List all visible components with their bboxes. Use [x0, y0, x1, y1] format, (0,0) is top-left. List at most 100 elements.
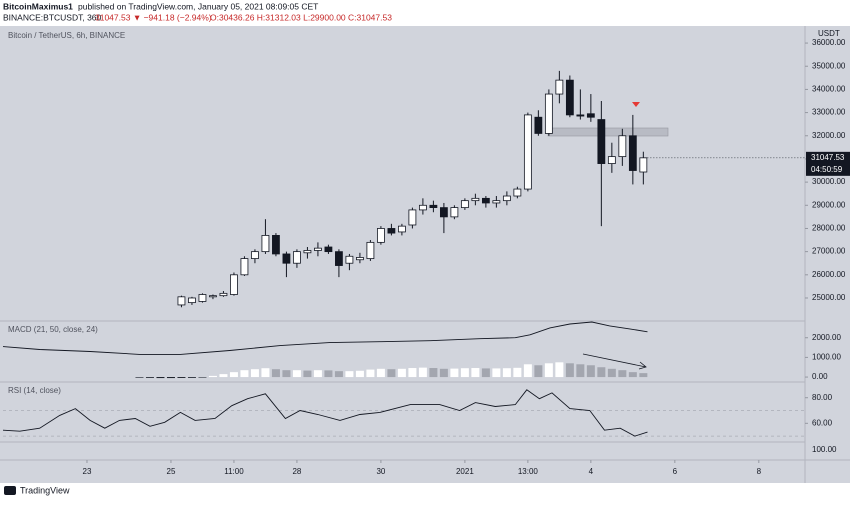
candle-body — [324, 246, 333, 253]
histogram-bar — [135, 377, 144, 378]
symbol: BINANCE:BTCUSDT, 360 — [3, 12, 102, 22]
ohlc: O:30436.26 H:31312.03 L:29900.00 C:31047… — [210, 12, 392, 22]
y-tick-label: 1000.00 — [812, 353, 841, 362]
candle-body — [450, 207, 459, 218]
pane-title: RSI (14, close) — [8, 386, 61, 395]
price-change: 31047.53 ▼ −941.18 (−2.94%) — [95, 12, 212, 22]
histogram-bar — [586, 365, 595, 378]
candle-body — [523, 114, 532, 190]
last-price: 31047.53 — [811, 153, 845, 162]
candle-body — [230, 274, 238, 295]
candle-body — [544, 93, 553, 134]
histogram-bar — [219, 374, 228, 378]
candle-body — [555, 79, 564, 95]
candle-body — [345, 255, 354, 264]
histogram-bar — [166, 377, 175, 379]
candle-body — [597, 119, 606, 164]
histogram-bar — [597, 367, 606, 378]
x-tick-label: 4 — [589, 467, 594, 476]
histogram-bar — [408, 368, 417, 378]
y-tick-label: 80.00 — [812, 393, 833, 402]
y-tick-label: 30000.00 — [812, 177, 846, 186]
y-tick-label: 34000.00 — [812, 85, 846, 94]
histogram-bar — [240, 370, 249, 378]
rsi-line — [2, 389, 648, 437]
histogram-bar — [271, 369, 280, 378]
candle-body — [272, 235, 280, 255]
histogram-bar — [513, 367, 522, 378]
last-price-box — [806, 151, 850, 176]
histogram-bar — [471, 368, 480, 378]
candle-body — [471, 197, 480, 202]
candle-body — [618, 135, 627, 158]
candle-body — [240, 258, 249, 276]
histogram-bar — [334, 371, 343, 378]
histogram-bar — [460, 368, 469, 378]
histogram-bar — [618, 370, 627, 378]
histogram-bar — [345, 371, 354, 378]
histogram-bar — [523, 364, 532, 378]
logo-icon — [4, 486, 16, 495]
y-tick-label: 36000.00 — [812, 38, 846, 47]
histogram-bar — [303, 370, 312, 378]
author: BitcoinMaximus1 — [3, 1, 73, 11]
y-tick-label: 35000.00 — [812, 61, 846, 70]
countdown: 04:50:59 — [811, 165, 843, 174]
candle-body — [293, 251, 301, 264]
histogram-bar — [282, 370, 291, 378]
histogram-bar — [418, 367, 427, 378]
x-tick-label: 30 — [376, 467, 385, 476]
chart-bg — [0, 26, 850, 483]
candle-body — [534, 116, 543, 134]
candle-body — [314, 247, 322, 251]
candle-body — [565, 79, 574, 116]
candle-body — [460, 200, 469, 209]
candle-body — [261, 235, 270, 253]
histogram-bar — [628, 372, 637, 378]
pane-title: Bitcoin / TetherUS, 6h, BINANCE — [8, 31, 125, 40]
y-tick-label: 25000.00 — [812, 293, 846, 302]
histogram-bar — [555, 362, 564, 378]
candle-body — [198, 294, 207, 302]
candle-body — [418, 204, 427, 211]
candle-body — [209, 295, 217, 298]
y-tick-label: 2000.00 — [812, 333, 841, 342]
candle-body — [377, 228, 385, 243]
histogram-bar — [492, 368, 501, 378]
pane-scale: 100.00 — [812, 445, 837, 454]
histogram-bar — [387, 369, 396, 378]
x-tick-label: 2021 — [456, 467, 474, 476]
candle-body — [492, 200, 501, 204]
x-tick-label: 8 — [757, 467, 762, 476]
histogram-bar — [229, 372, 238, 378]
logo: TradingView — [4, 485, 70, 495]
histogram-bar — [355, 370, 364, 378]
y-tick-label: 0.00 — [812, 372, 828, 381]
x-tick-label: 11:00 — [224, 467, 244, 476]
candle-body — [356, 257, 364, 261]
histogram-bar — [576, 364, 585, 378]
macd-line — [2, 321, 648, 355]
histogram-bar — [250, 369, 259, 378]
y-tick-label: 26000.00 — [812, 270, 846, 279]
candle-body — [502, 195, 511, 202]
y-tick-label: 29000.00 — [812, 200, 846, 209]
candle-body — [607, 156, 616, 164]
candle-body — [282, 253, 291, 264]
candle-body — [439, 207, 448, 218]
candle-body — [639, 157, 648, 173]
currency: USDT — [818, 29, 840, 38]
logo-text: TradingView — [20, 485, 70, 495]
candle-body — [251, 251, 259, 259]
histogram-bar — [639, 373, 648, 378]
candle-body — [576, 114, 585, 117]
divergence-arrow — [582, 353, 647, 370]
histogram-bar — [177, 377, 186, 378]
x-tick-label: 23 — [83, 467, 92, 476]
histogram-bar — [429, 368, 438, 378]
histogram-bar — [534, 365, 543, 378]
histogram-bar — [156, 377, 165, 379]
histogram-bar — [481, 368, 490, 378]
candle-body — [303, 250, 312, 254]
